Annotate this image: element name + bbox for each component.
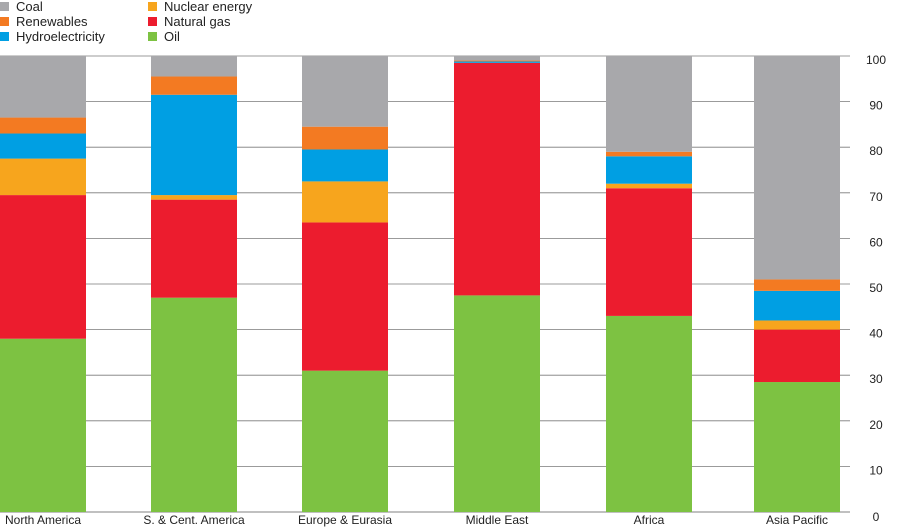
bar-s-cent-america-coal: [151, 56, 237, 77]
bar-north-america-natural-gas: [0, 195, 86, 339]
bar-s-cent-america-natural-gas: [151, 199, 237, 298]
bar-europe-eurasia-natural-gas: [302, 222, 388, 371]
legend-label-hydroelectricity: Hydroelectricity: [16, 29, 105, 44]
bar-s-cent-america-oil: [151, 297, 237, 512]
bar-europe-eurasia-hydroelectricity: [302, 149, 388, 182]
legend-label-nuclear-energy: Nuclear energy: [164, 0, 253, 14]
y-tick-label-100: 100: [866, 53, 886, 67]
y-tick-label-10: 10: [869, 463, 883, 477]
bar-africa-hydroelectricity: [606, 156, 692, 184]
y-tick-label-90: 90: [869, 99, 883, 113]
legend-swatch-nuclear-energy: [148, 2, 157, 11]
bar-middle-east-coal: [454, 56, 540, 61]
x-tick-label-asia-pacific: Asia Pacific: [766, 513, 828, 527]
bar-europe-eurasia-oil: [302, 370, 388, 512]
gridlines: [0, 55, 850, 513]
bar-europe-eurasia-coal: [302, 56, 388, 127]
bars: [0, 56, 840, 512]
bar-middle-east-renewables: [454, 60, 540, 62]
bar-africa-renewables: [606, 151, 692, 157]
bar-asia-pacific-renewables: [754, 279, 840, 291]
y-tick-label-60: 60: [869, 235, 883, 249]
bar-asia-pacific-natural-gas: [754, 329, 840, 383]
bar-north-america-renewables: [0, 117, 86, 134]
x-tick-label-europe-eurasia: Europe & Eurasia: [298, 513, 392, 527]
bar-middle-east-natural-gas: [454, 62, 540, 296]
bar-north-america-hydroelectricity: [0, 133, 86, 159]
x-tick-label-africa: Africa: [634, 513, 665, 527]
y-tick-label-70: 70: [869, 190, 883, 204]
x-tick-label-s-cent-america: S. & Cent. America: [143, 513, 245, 527]
legend-swatch-coal: [0, 2, 9, 11]
bar-africa-natural-gas: [606, 188, 692, 316]
bar-middle-east-oil: [454, 295, 540, 512]
bar-europe-eurasia-renewables: [302, 126, 388, 150]
bar-asia-pacific-hydroelectricity: [754, 290, 840, 321]
bar-asia-pacific-nuclear-energy: [754, 320, 840, 330]
y-tick-label-20: 20: [869, 418, 883, 432]
y-axis-ticks: 0 10 20 30 40 50 60 70 80 90 100: [866, 53, 886, 524]
legend-swatch-natural-gas: [148, 17, 157, 26]
legend-label-natural-gas: Natural gas: [164, 14, 231, 29]
bar-s-cent-america-renewables: [151, 76, 237, 95]
bar-europe-eurasia-nuclear-energy: [302, 181, 388, 223]
y-tick-label-30: 30: [869, 372, 883, 386]
legend-swatch-oil: [148, 32, 157, 41]
legend-label-oil: Oil: [164, 29, 180, 44]
x-tick-label-north-america: North America: [5, 513, 81, 527]
legend-label-coal: Coal: [16, 0, 43, 14]
bar-north-america-oil: [0, 338, 86, 512]
y-tick-label-40: 40: [869, 327, 883, 341]
legend-swatch-hydroelectricity: [0, 32, 9, 41]
legend-swatch-renewables: [0, 17, 9, 26]
bar-asia-pacific-coal: [754, 56, 840, 280]
bar-africa-oil: [606, 315, 692, 512]
bar-africa-coal: [606, 56, 692, 152]
y-tick-label-50: 50: [869, 281, 883, 295]
x-axis-labels: North America S. & Cent. America Europe & …: [5, 513, 828, 527]
bar-africa-nuclear-energy: [606, 183, 692, 189]
bar-asia-pacific-oil: [754, 382, 840, 512]
bar-middle-east-hydroelectricity: [454, 61, 540, 63]
legend-label-renewables: Renewables: [16, 14, 88, 29]
y-tick-label-80: 80: [869, 144, 883, 158]
y-tick-label-0: 0: [873, 510, 880, 524]
x-tick-label-middle-east: Middle East: [466, 513, 529, 527]
bar-s-cent-america-hydroelectricity: [151, 94, 237, 196]
bar-north-america-coal: [0, 56, 86, 118]
bar-s-cent-america-nuclear-energy: [151, 195, 237, 200]
bar-north-america-nuclear-energy: [0, 158, 86, 196]
